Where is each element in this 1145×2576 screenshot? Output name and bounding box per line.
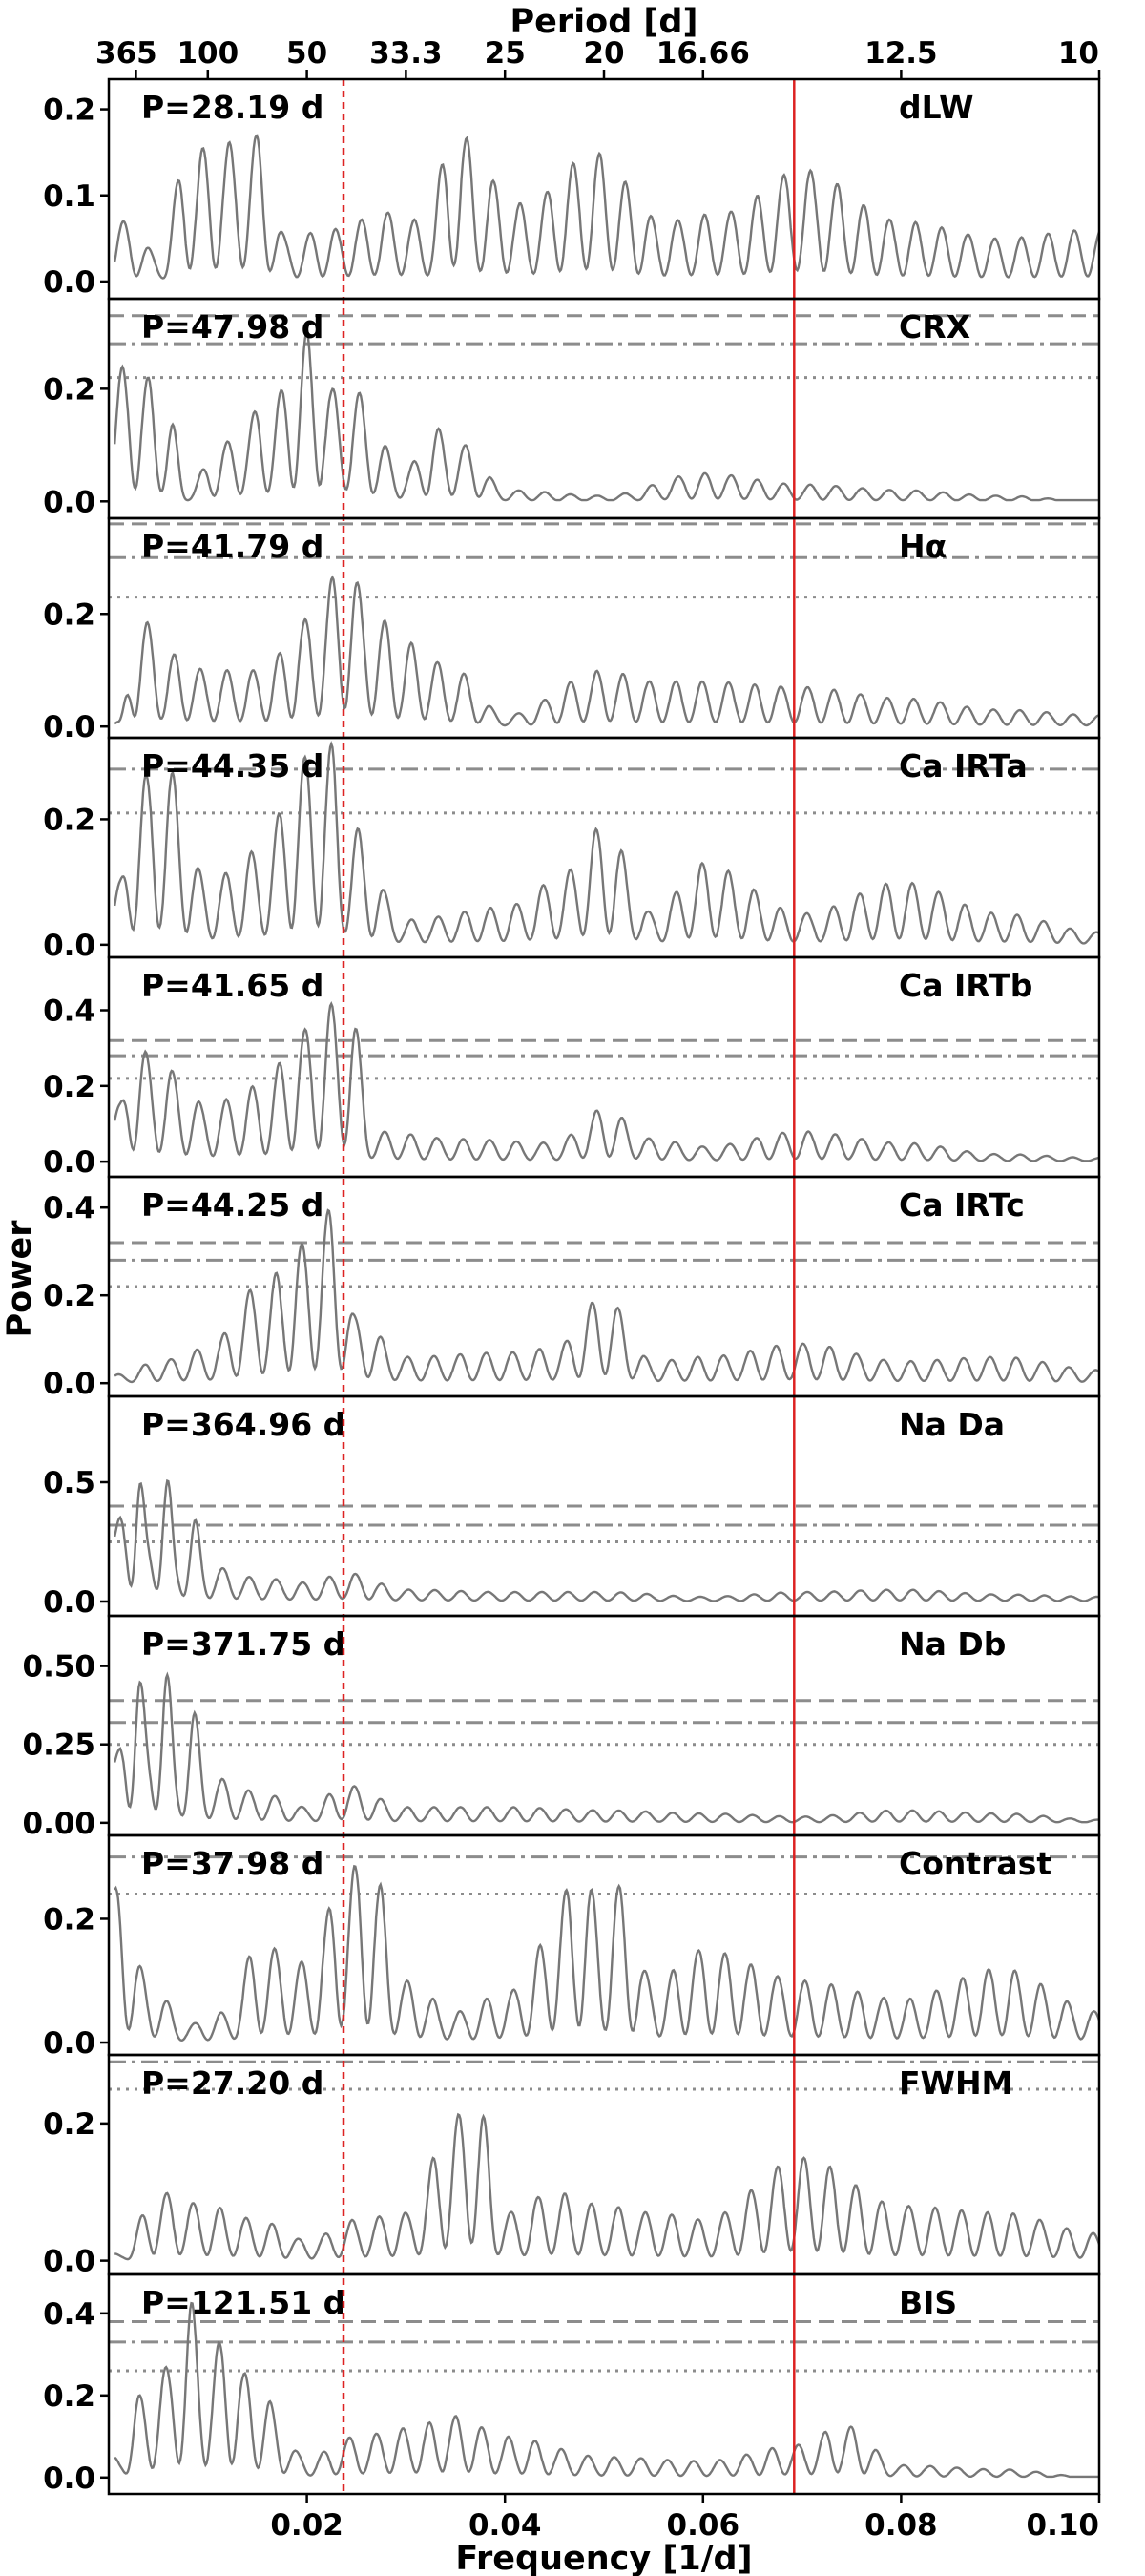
- periodogram-curve: [114, 134, 1101, 280]
- x-tick-label: 0.04: [468, 2508, 542, 2543]
- y-tick-label: 0.2: [43, 372, 95, 407]
- y-tick-label: 0.0: [43, 2026, 95, 2061]
- y-tick-label: 0.0: [43, 929, 95, 963]
- peak-period-label: P=41.79 d: [141, 528, 323, 565]
- y-tick-label: 0.0: [43, 1145, 95, 1180]
- top-tick-label: 50: [286, 36, 327, 71]
- x-tick-label: 0.10: [1027, 2508, 1100, 2543]
- x-tick-label: 0.02: [270, 2508, 344, 2543]
- indicator-name-label: Contrast: [899, 1845, 1051, 1882]
- panel-crx: 0.0 0.2 P=47.98 d CRX: [43, 308, 1099, 519]
- y-tick-label: 0.2: [43, 803, 95, 837]
- panel-bis: 0.0 0.2 0.4 P=121.51 d BIS: [43, 2284, 1099, 2496]
- top-tick-label: 20: [583, 36, 624, 71]
- bottom-frequency-axis: 0.02 0.04 0.06 0.08 0.10: [270, 2494, 1101, 2543]
- y-tick-label: 0.0: [43, 1585, 95, 1620]
- panel-na-db: 0.00 0.25 0.50 P=371.75 d Na Db: [23, 1625, 1100, 1841]
- marker-lines-layer: [342, 79, 796, 2494]
- indicator-name-label: Ca IRTa: [899, 747, 1028, 785]
- y-tick-label: 0.50: [23, 1650, 96, 1685]
- panel-contrast: 0.0 0.2 P=37.98 d Contrast: [43, 1845, 1101, 2061]
- y-tick-label: 0.0: [43, 485, 95, 519]
- peak-period-label: P=371.75 d: [141, 1625, 345, 1663]
- y-tick-label: 0.5: [43, 1466, 95, 1500]
- periodogram-curve: [114, 1000, 1099, 1162]
- peak-period-label: P=44.35 d: [141, 747, 323, 785]
- peak-period-label: P=28.19 d: [141, 89, 323, 126]
- panel-ca-irta: 0.0 0.2 P=44.35 d Ca IRTa: [43, 741, 1100, 963]
- peak-period-label: P=41.65 d: [141, 967, 323, 1004]
- peak-period-label: P=44.25 d: [141, 1186, 323, 1224]
- peak-period-label: P=121.51 d: [141, 2284, 345, 2321]
- indicator-name-label: Ca IRTc: [899, 1186, 1025, 1224]
- y-axis-title: Power: [1, 1220, 39, 1338]
- panel-ca-irtb: 0.0 0.2 0.4 P=41.65 d Ca IRTb: [43, 967, 1099, 1180]
- indicator-name-label: Ca IRTb: [899, 967, 1032, 1004]
- indicator-name-label: CRX: [899, 308, 970, 346]
- panel-h-: 0.0 0.2 P=41.79 d Hα: [43, 522, 1100, 744]
- periodogram-curve: [114, 2301, 1099, 2479]
- x-axis-title: Frequency [1/d]: [455, 2540, 752, 2576]
- indicator-name-label: FWHM: [899, 2064, 1012, 2102]
- frame-layer: [107, 77, 1101, 2496]
- periodogram-curve: [114, 1208, 1100, 1384]
- y-tick-label: 0.0: [43, 265, 95, 300]
- y-tick-label: 0.2: [43, 2107, 95, 2142]
- peak-period-label: P=364.96 d: [141, 1406, 345, 1443]
- panel-na-da: 0.0 0.5 P=364.96 d Na Da: [43, 1406, 1100, 1620]
- periodogram-curve: [114, 741, 1100, 945]
- y-tick-label: 0.4: [43, 1191, 95, 1225]
- periodogram-curve: [114, 1864, 1101, 2042]
- panel-frame: [107, 2272, 1101, 2496]
- y-tick-label: 0.0: [43, 2461, 95, 2496]
- y-tick-label: 0.2: [43, 1902, 95, 1937]
- indicator-name-label: BIS: [899, 2284, 957, 2321]
- indicator-name-label: Na Da: [899, 1406, 1005, 1443]
- panel-fwhm: 0.0 0.2 P=27.20 d FWHM: [43, 2060, 1101, 2279]
- top-axis-title: Period [d]: [510, 3, 698, 41]
- y-tick-label: 0.25: [23, 1728, 96, 1763]
- y-tick-label: 0.0: [43, 710, 95, 744]
- peak-period-label: P=47.98 d: [141, 308, 323, 346]
- x-tick-label: 0.06: [667, 2508, 740, 2543]
- peak-period-label: P=27.20 d: [141, 2064, 323, 2102]
- top-tick-label: 16.66: [656, 36, 750, 71]
- indicator-name-label: Hα: [899, 528, 947, 565]
- periodogram-curve: [114, 1478, 1100, 1602]
- x-tick-label: 0.08: [864, 2508, 938, 2543]
- periodogram-curve: [114, 575, 1100, 727]
- periodogram-curve: [114, 1671, 1100, 1824]
- indicator-name-label: Na Db: [899, 1625, 1006, 1663]
- y-tick-label: 0.00: [23, 1807, 96, 1841]
- periodogram-curve: [114, 331, 1099, 502]
- top-tick-label: 33.3: [369, 36, 443, 71]
- y-tick-label: 0.2: [43, 94, 95, 128]
- y-tick-label: 0.2: [43, 1070, 95, 1104]
- y-tick-label: 0.2: [43, 1279, 95, 1313]
- top-tick-label: 100: [177, 36, 239, 71]
- y-tick-label: 0.2: [43, 597, 95, 632]
- panel-ca-irtc: 0.0 0.2 0.4 P=44.25 d Ca IRTc: [43, 1186, 1100, 1401]
- top-tick-label: 10: [1058, 36, 1099, 71]
- y-tick-label: 0.0: [43, 1367, 95, 1401]
- top-tick-label: 12.5: [864, 36, 938, 71]
- panel-dlw: 0.0 0.1 0.2 P=28.19 d dLW: [43, 89, 1101, 300]
- peak-period-label: P=37.98 d: [141, 1845, 323, 1882]
- y-tick-label: 0.2: [43, 2379, 95, 2414]
- y-tick-label: 0.4: [43, 2297, 95, 2332]
- top-tick-label: 365: [95, 36, 157, 71]
- y-tick-label: 0.4: [43, 995, 95, 1029]
- top-tick-label: 25: [485, 36, 526, 71]
- y-tick-label: 0.0: [43, 2245, 95, 2279]
- y-tick-label: 0.1: [43, 179, 95, 214]
- top-period-axis: 365 100 50 33.3 25 20 16.66 12.5 10: [95, 36, 1101, 79]
- indicator-name-label: dLW: [899, 89, 974, 126]
- periodogram-curve: [114, 2112, 1101, 2261]
